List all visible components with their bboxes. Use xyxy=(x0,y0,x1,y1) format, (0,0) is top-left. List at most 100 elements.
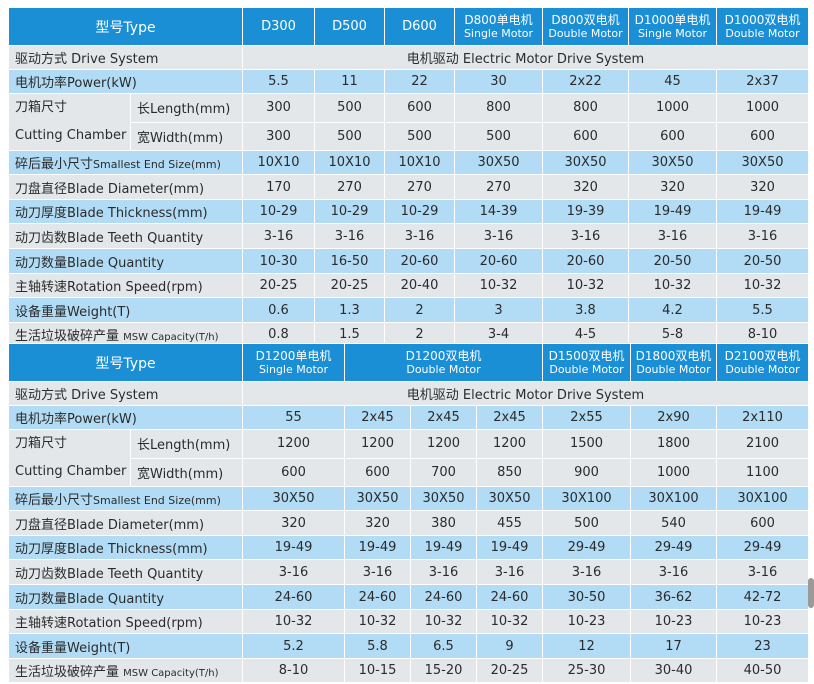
scrollbar-thumb[interactable] xyxy=(808,578,814,608)
cell: 320 xyxy=(628,174,717,200)
chamber-label: 刀箱尺寸 Cutting Chamber xyxy=(8,93,131,151)
length-row: 刀箱尺寸 Cutting Chamber 长Length(mm) 1200 12… xyxy=(8,429,809,487)
power-row: 电机功率Power(kW) 55 2x45 2x45 2x45 2x55 2x9… xyxy=(8,405,809,430)
cell: 10-32 xyxy=(716,273,809,298)
row-label: 电机功率Power(kW) xyxy=(8,69,243,94)
blade-qty-row: 动刀数量Blade Quantity 10-30 16-50 20-60 20-… xyxy=(8,248,809,274)
cell: 270 xyxy=(314,174,385,200)
cell: 2x110 xyxy=(716,405,809,430)
cell: 10X10 xyxy=(314,150,385,175)
cell: 12 xyxy=(542,633,631,659)
cell: 23 xyxy=(716,633,809,659)
cell: 3-16 xyxy=(454,223,543,249)
cell: 10-29 xyxy=(314,199,385,224)
cell: 19-49 xyxy=(410,535,477,560)
cell: 600 xyxy=(242,457,345,487)
row-label: 动刀数量Blade Quantity xyxy=(8,584,243,610)
row-label: 设备重量Weight(T) xyxy=(8,297,243,323)
cell: 24-60 xyxy=(476,584,543,610)
blade-qty-row: 动刀数量Blade Quantity 24-60 24-60 24-60 24-… xyxy=(8,584,809,610)
cell: 1200 xyxy=(242,429,345,459)
spec-table-2: 型号Type D1200单电机 Single Motor D1200双电机 Doub… xyxy=(8,343,809,683)
cell: 455 xyxy=(476,510,543,536)
cell: 700 xyxy=(410,457,477,487)
cell: 8-10 xyxy=(242,658,345,683)
cell: 20-25 xyxy=(314,273,385,298)
cell: 2x55 xyxy=(542,405,631,430)
cell: 10-32 xyxy=(476,609,543,634)
cell: 3-16 xyxy=(384,223,455,249)
cell: 19-49 xyxy=(628,199,717,224)
cell: 3 xyxy=(454,297,543,323)
cell: 30X50 xyxy=(716,150,809,175)
cell: 320 xyxy=(716,174,809,200)
cell: 600 xyxy=(384,93,455,123)
cell: 30-40 xyxy=(630,658,717,683)
cell: 600 xyxy=(344,457,411,487)
cell: 30X50 xyxy=(344,486,411,511)
cell: 3-16 xyxy=(410,559,477,585)
cell: 600 xyxy=(628,121,717,151)
cell: 19-49 xyxy=(344,535,411,560)
cell: 3-16 xyxy=(716,223,809,249)
row-label: 碎后最小尺寸Smallest End Size(mm) xyxy=(8,150,243,175)
cell: 1000 xyxy=(630,457,717,487)
cell: 15-20 xyxy=(410,658,477,683)
row-label: 驱动方式 Drive System xyxy=(8,381,243,406)
row-label: 设备重量Weight(T) xyxy=(8,633,243,659)
cell: 30X50 xyxy=(476,486,543,511)
cell: 11 xyxy=(314,69,385,94)
cell: 10-29 xyxy=(384,199,455,224)
length-label: 长Length(mm) xyxy=(130,429,243,459)
cell: 10-23 xyxy=(630,609,717,634)
length-label: 长Length(mm) xyxy=(130,93,243,123)
cell: 2x37 xyxy=(716,69,809,94)
cell: 3-16 xyxy=(314,223,385,249)
model-header: D1200双电机 Double Motor xyxy=(344,343,543,382)
cell: 3-16 xyxy=(344,559,411,585)
cell: 300 xyxy=(242,93,315,123)
cell: 40-50 xyxy=(716,658,809,683)
row-label: 生活垃圾破碎产量 MSW Capacity(T/h) xyxy=(8,322,243,347)
cell: 19-49 xyxy=(242,535,345,560)
cell: 14-39 xyxy=(454,199,543,224)
power-row: 电机功率Power(kW) 5.5 11 22 30 2x22 45 2x37 xyxy=(8,69,809,94)
cell: 10-32 xyxy=(454,273,543,298)
cell: 1200 xyxy=(476,429,543,459)
blade-diameter-row: 刀盘直径Blade Diameter(mm) 170 270 270 270 3… xyxy=(8,174,809,200)
cell: 10X10 xyxy=(384,150,455,175)
cell: 2x22 xyxy=(542,69,629,94)
cell: 25-30 xyxy=(542,658,631,683)
row-label: 动刀齿数Blade Teeth Quantity xyxy=(8,559,243,585)
header-row: 型号Type D300 D500 D600 D800单电机 Single Moto… xyxy=(8,7,809,46)
cell: 800 xyxy=(454,93,543,123)
cell: 19-49 xyxy=(476,535,543,560)
cell: 10-32 xyxy=(242,609,345,634)
model-header: D1500双电机 Double Motor xyxy=(542,343,631,382)
cell: 2100 xyxy=(716,429,809,459)
row-label: 碎后最小尺寸Smallest End Size(mm) xyxy=(8,486,243,511)
cell: 3.8 xyxy=(542,297,629,323)
cell: 3-16 xyxy=(242,223,315,249)
cell: 10-23 xyxy=(716,609,809,634)
drive-row: 驱动方式 Drive System 电机驱动 Electric Motor Dr… xyxy=(8,381,809,406)
msw-row: 生活垃圾破碎产量 MSW Capacity(T/h) 8-10 10-15 15… xyxy=(8,658,809,683)
cell: 2 xyxy=(384,297,455,323)
cell: 16-50 xyxy=(314,248,385,274)
cell: 1.3 xyxy=(314,297,385,323)
cell: 2x45 xyxy=(344,405,411,430)
drive-row: 驱动方式 Drive System 电机驱动 Electric Motor Dr… xyxy=(8,45,809,70)
cell: 0.8 xyxy=(242,322,315,347)
cell: 10-32 xyxy=(410,609,477,634)
cell: 29-49 xyxy=(630,535,717,560)
cell: 600 xyxy=(542,121,629,151)
cell: 3-16 xyxy=(476,559,543,585)
cell: 19-49 xyxy=(716,199,809,224)
cell: 10-29 xyxy=(242,199,315,224)
cell: 1500 xyxy=(542,429,631,459)
cell: 24-60 xyxy=(344,584,411,610)
cell: 20-60 xyxy=(384,248,455,274)
cell: 900 xyxy=(542,457,631,487)
cell: 500 xyxy=(384,121,455,151)
cell: 800 xyxy=(542,93,629,123)
